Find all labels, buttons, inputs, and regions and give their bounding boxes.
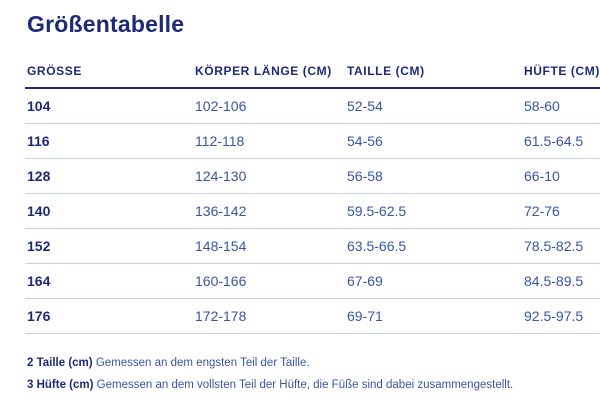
table-row: 128 124-130 56-58 66-10 [25, 158, 600, 194]
table-header-row: GRÖSSE KÖRPER LÄNGE (CM) TAILLE (CM) HÜFTE … [25, 59, 600, 89]
size-cell: 164 [25, 263, 193, 299]
table-row: 164 160-166 67-69 84.5-89.5 [25, 263, 600, 299]
value-cell: 136-142 [193, 193, 345, 229]
value-cell: 102-106 [193, 88, 345, 124]
value-cell: 67-69 [345, 263, 522, 299]
note-text: Gemessen an dem engsten Teil der Taille. [95, 356, 310, 369]
value-cell: 84.5-89.5 [522, 263, 600, 299]
note-label: 3 Hüfte (cm) [27, 378, 97, 391]
note-text: Gemessen an dem vollsten Teil der Hüfte,… [96, 378, 514, 391]
size-cell: 176 [25, 298, 193, 334]
measurement-note: 2 Taille (cm) Gemessen an dem engsten Te… [27, 352, 600, 374]
column-header: KÖRPER LÄNGE (CM) [193, 59, 345, 89]
value-cell: 72-76 [522, 193, 600, 229]
table-row: 116 112-118 54-56 61.5-64.5 [25, 123, 600, 159]
column-header: GRÖSSE [25, 59, 193, 89]
value-cell: 58-60 [522, 88, 600, 124]
size-guide-section: Größentabelle GRÖSSE KÖRPER LÄNGE (CM) TAI… [0, 11, 600, 407]
table-row: 140 136-142 59.5-62.5 72-76 [25, 193, 600, 229]
size-cell: 116 [25, 123, 193, 159]
table-row: 152 148-154 63.5-66.5 78.5-82.5 [25, 228, 600, 264]
note-label: 2 Taille (cm) [27, 356, 96, 369]
value-cell: 61.5-64.5 [522, 123, 600, 159]
size-cell: 104 [25, 88, 193, 124]
measurement-notes: 2 Taille (cm) Gemessen an dem engsten Te… [27, 352, 600, 396]
value-cell: 66-10 [522, 158, 600, 194]
value-cell: 52-54 [345, 88, 522, 124]
value-cell: 92.5-97.5 [522, 298, 600, 334]
value-cell: 172-178 [193, 298, 345, 334]
page-title: Größentabelle [27, 11, 185, 37]
size-table: GRÖSSE KÖRPER LÄNGE (CM) TAILLE (CM) HÜFTE … [25, 59, 600, 334]
table-row: 176 172-178 69-71 92.5-97.5 [25, 298, 600, 334]
column-header: HÜFTE (CM) [522, 59, 600, 89]
column-header: TAILLE (CM) [345, 59, 522, 89]
value-cell: 112-118 [193, 123, 345, 159]
value-cell: 124-130 [193, 158, 345, 194]
value-cell: 78.5-82.5 [522, 228, 600, 264]
measurement-note: 3 Hüfte (cm) Gemessen an dem vollsten Te… [27, 374, 600, 396]
value-cell: 69-71 [345, 298, 522, 334]
size-cell: 140 [25, 193, 193, 229]
value-cell: 148-154 [193, 228, 345, 264]
size-cell: 152 [25, 228, 193, 264]
size-cell: 128 [25, 158, 193, 194]
value-cell: 54-56 [345, 123, 522, 159]
value-cell: 59.5-62.5 [345, 193, 522, 229]
value-cell: 160-166 [193, 263, 345, 299]
table-row: 104 102-106 52-54 58-60 [25, 88, 600, 124]
value-cell: 63.5-66.5 [345, 228, 522, 264]
value-cell: 56-58 [345, 158, 522, 194]
